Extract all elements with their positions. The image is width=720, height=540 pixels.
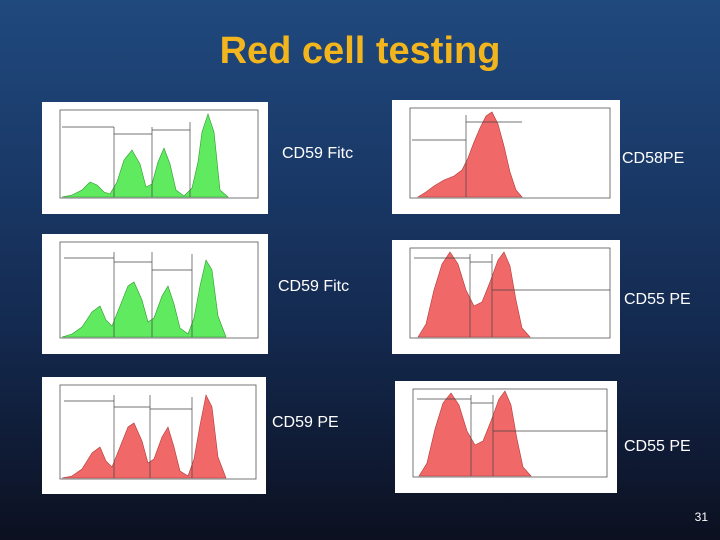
histogram-3-fill (61, 259, 227, 338)
histogram-panel-3 (42, 234, 268, 354)
histogram-6-fill (418, 390, 532, 477)
panel-4-label: CD55 PE (624, 291, 691, 308)
histogram-5-fill (61, 394, 227, 479)
histogram-2-fill (416, 111, 523, 198)
histogram-panel-5 (42, 377, 266, 494)
histogram-panel-2 (392, 100, 620, 214)
page-number: 31 (694, 510, 708, 524)
panel-1-label: CD59 Fitc (282, 145, 354, 162)
histogram-1-fill (61, 113, 229, 198)
histogram-1 (59, 109, 259, 199)
histogram-4 (409, 247, 611, 339)
histogram-5 (59, 384, 257, 480)
panel-2-label: CD58PE (622, 150, 685, 167)
histogram-3 (59, 241, 259, 339)
histogram-2 (409, 107, 611, 199)
histogram-6 (412, 388, 608, 478)
panel-3-label: CD59 Fitc (278, 278, 350, 295)
histogram-panel-6 (395, 381, 617, 493)
histogram-panel-1 (42, 102, 268, 214)
histogram-panel-4 (392, 240, 620, 354)
panel-5-label: CD59 PE (272, 414, 339, 431)
panel-6-label: CD55 PE (624, 438, 691, 455)
slide-title: Red cell testing (219, 30, 501, 72)
histogram-4-fill (417, 251, 531, 338)
